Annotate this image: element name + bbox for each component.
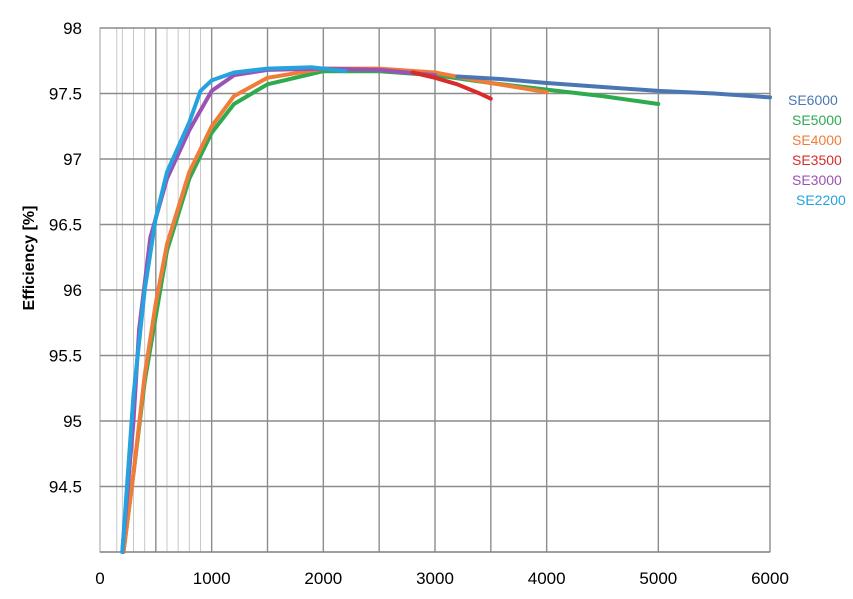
y-tick-label: 95 <box>63 412 82 431</box>
legend: SE6000 SE5000 SE4000 SE3500 SE3000 SE2200 <box>788 92 846 208</box>
y-axis-label: Efficiency [%] <box>21 206 38 311</box>
series-line-se6000 <box>455 74 772 100</box>
series-lines <box>120 65 772 554</box>
y-tick-label: 95.5 <box>49 347 82 366</box>
y-tick-label: 96 <box>63 281 82 300</box>
y-tick-label: 96.5 <box>49 216 82 235</box>
series-line-se3000 <box>120 66 437 554</box>
legend-entry: SE2200 <box>796 192 846 208</box>
x-axis-tick-labels: 0 1000 2000 3000 4000 5000 6000 <box>95 569 789 588</box>
legend-entry: SE3000 <box>792 172 842 188</box>
legend-entry: SE4000 <box>792 132 842 148</box>
x-tick-label: 5000 <box>639 569 677 588</box>
x-tick-label: 0 <box>95 569 104 588</box>
y-tick-label: 94.5 <box>49 478 82 497</box>
legend-entry: SE3500 <box>792 152 842 168</box>
y-tick-label: 97.5 <box>49 85 82 104</box>
series-line-se3500 <box>410 70 493 101</box>
legend-entry: SE6000 <box>788 92 838 108</box>
x-tick-label: 3000 <box>416 569 454 588</box>
y-axis-tick-labels: 94.5 95 95.5 96 96.5 97 97.5 98 <box>49 19 82 497</box>
legend-entry: SE5000 <box>792 112 842 128</box>
series-line-se2200 <box>120 65 348 554</box>
series-line-se4000 <box>121 66 549 554</box>
x-tick-label: 1000 <box>193 569 231 588</box>
x-tick-label: 2000 <box>304 569 342 588</box>
y-tick-label: 97 <box>63 150 82 169</box>
y-tick-label: 98 <box>63 19 82 38</box>
x-tick-label: 6000 <box>751 569 789 588</box>
x-tick-label: 4000 <box>528 569 566 588</box>
